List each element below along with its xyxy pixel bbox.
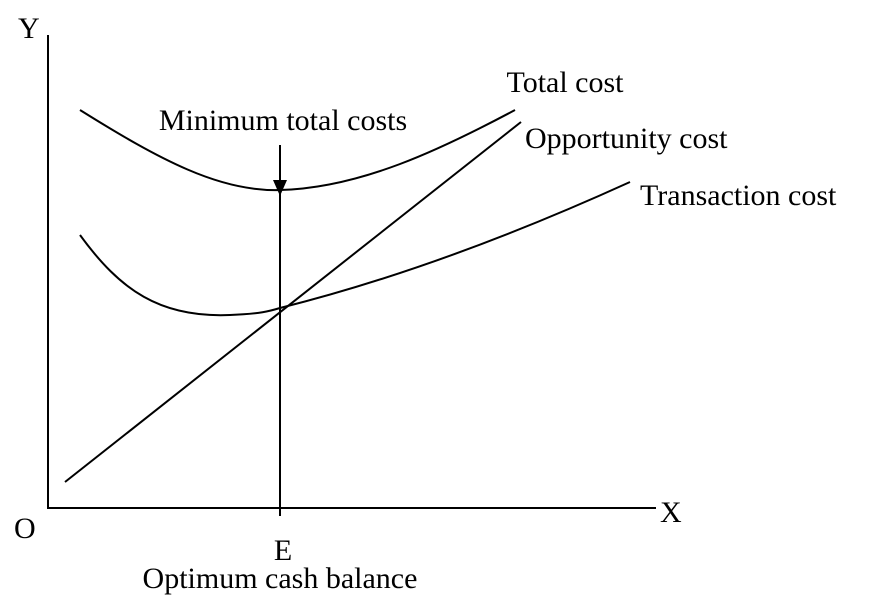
arrow-head [273, 180, 287, 196]
transaction-cost-label: Transaction cost [640, 179, 837, 212]
origin-label: O [14, 512, 36, 545]
total-cost-label: Total cost [506, 66, 624, 99]
x-axis-label: X [660, 496, 682, 529]
opportunity-cost-label: Opportunity cost [525, 122, 728, 155]
opportunity-cost-line [64, 121, 522, 483]
point-label: E [274, 534, 292, 567]
transaction-cost-curve [79, 181, 631, 317]
y-axis-label: Y [18, 12, 40, 45]
x-caption: Optimum cash balance [143, 562, 418, 595]
minimum-label: Minimum total costs [159, 104, 407, 137]
